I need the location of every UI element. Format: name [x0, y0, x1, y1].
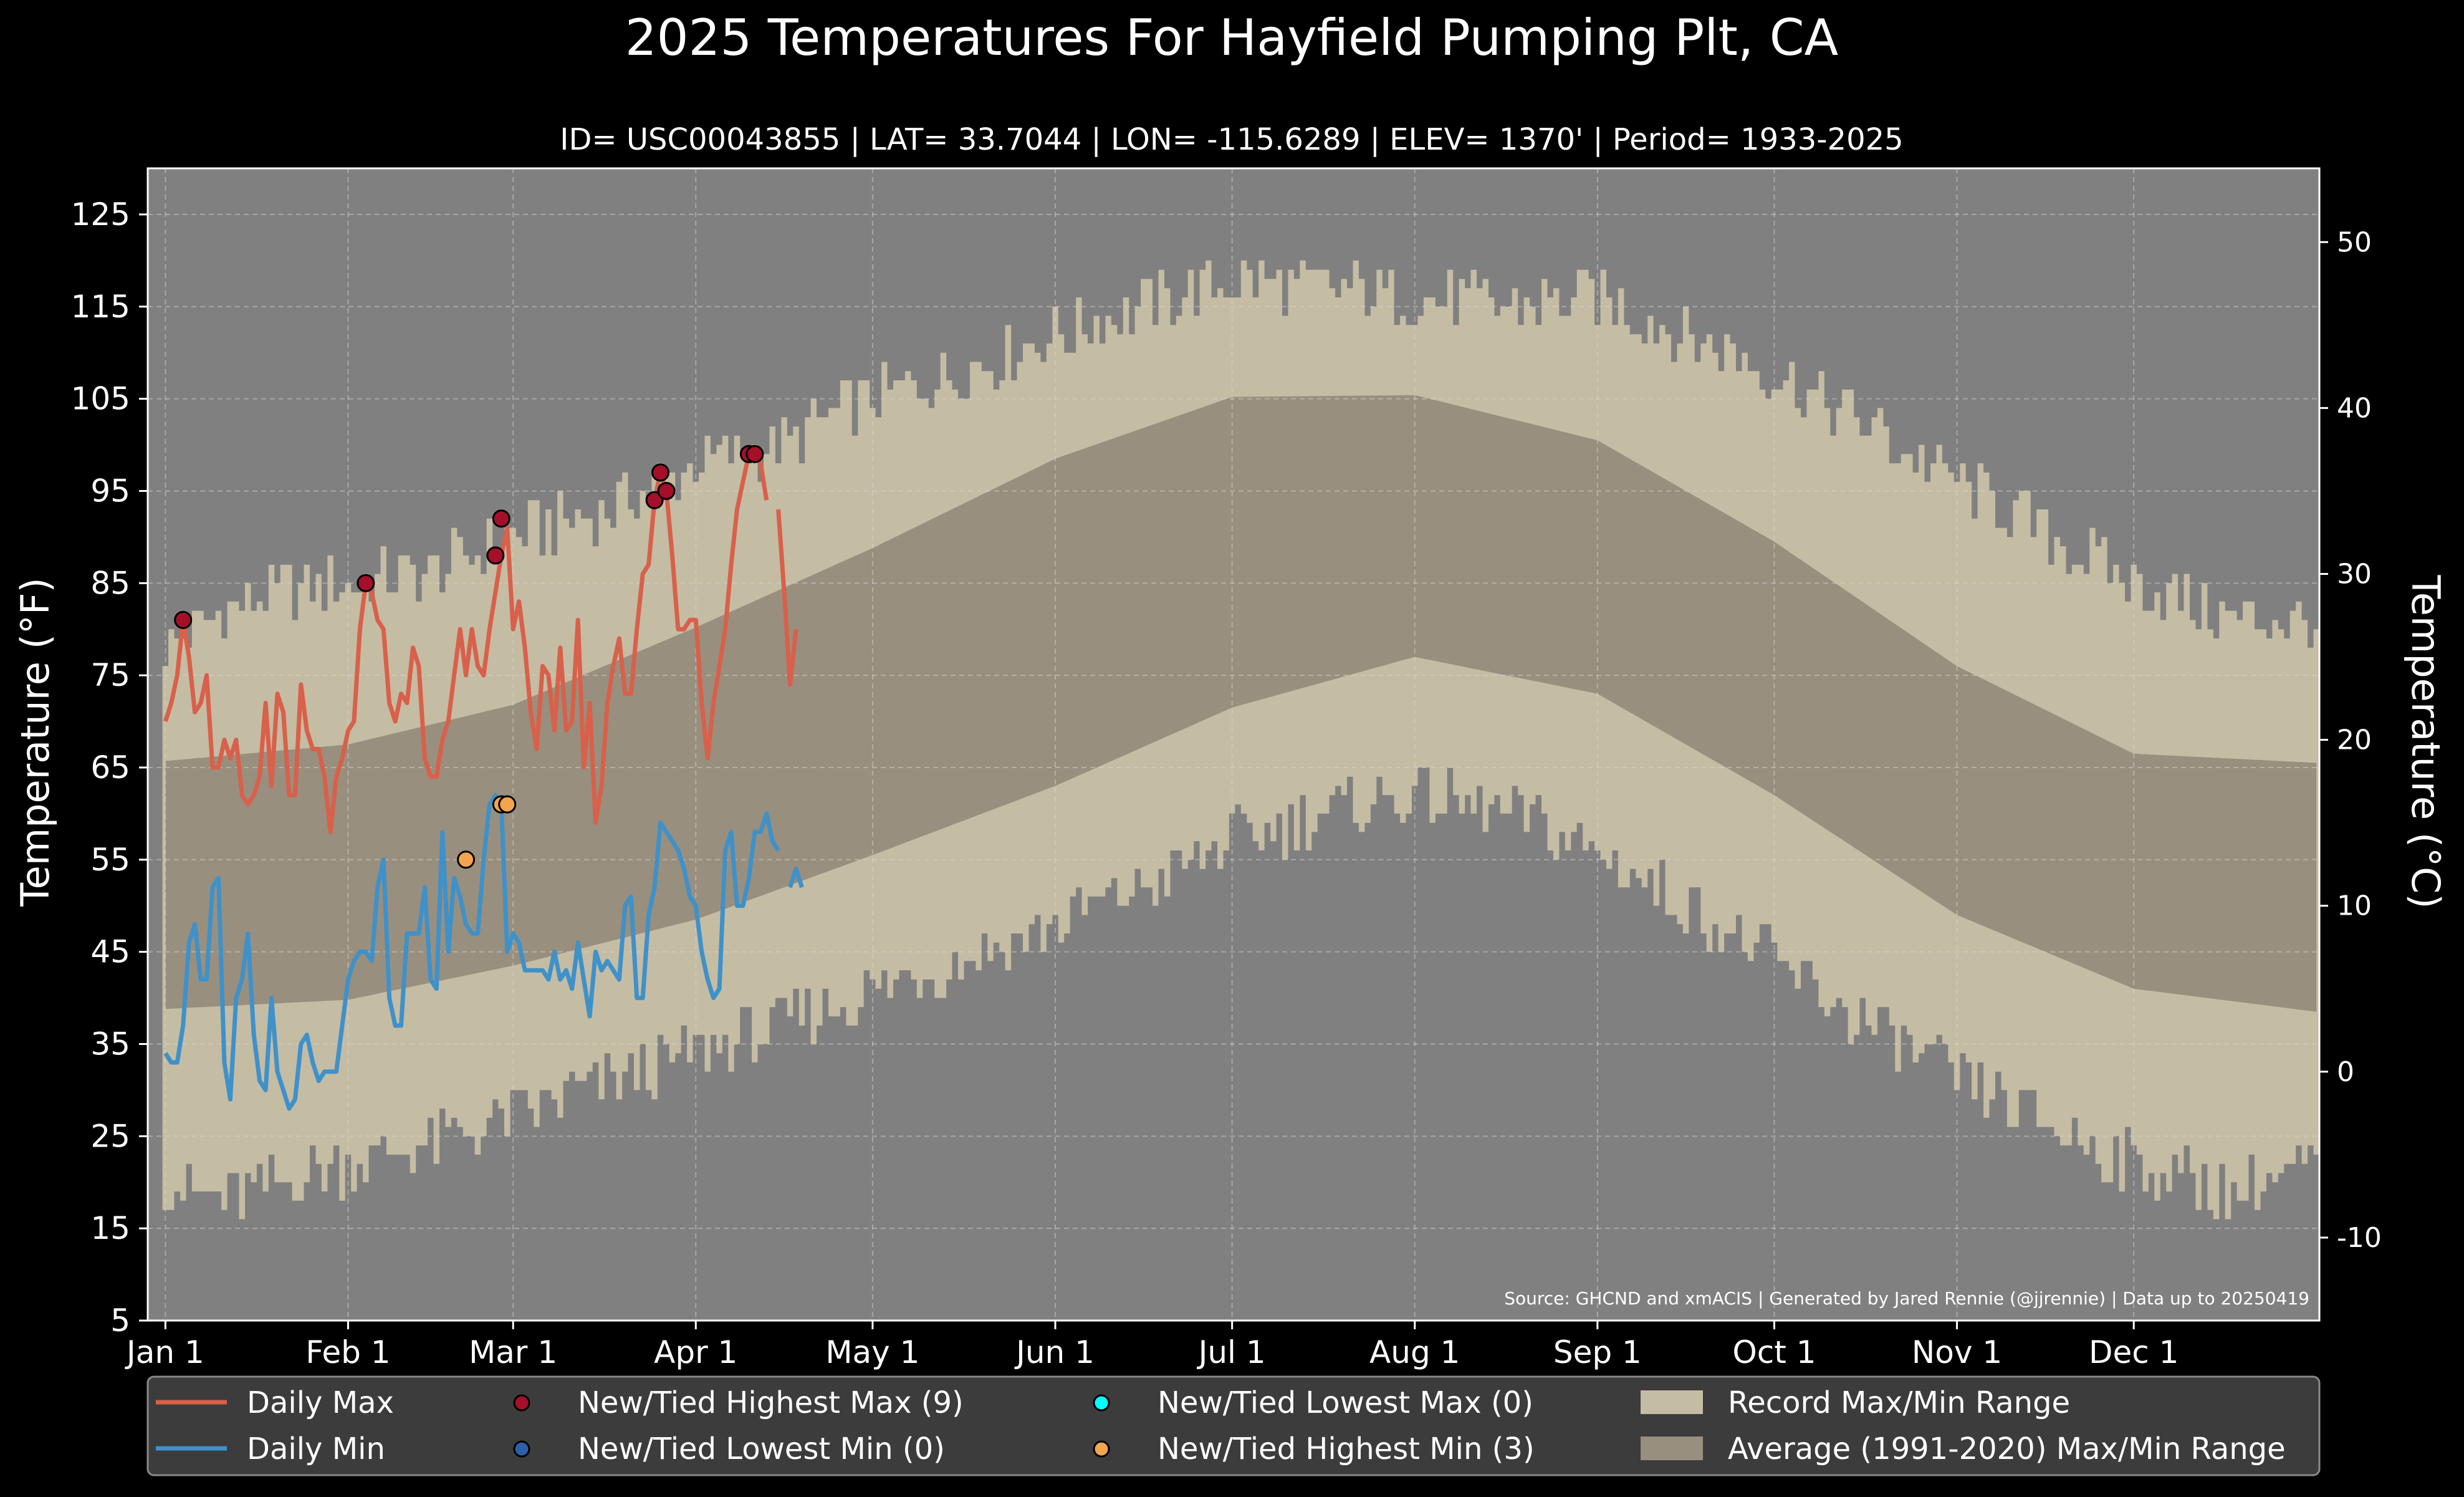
x-tick-label: Oct 1 [1732, 1334, 1816, 1370]
highest-max-marker [492, 509, 511, 528]
x-tick-label: Jul 1 [1197, 1334, 1266, 1370]
x-tick-label: Feb 1 [305, 1334, 390, 1370]
source-note: Source: GHCND and xmACIS | Generated by … [1504, 1288, 2309, 1309]
y-tick-label: 25 [90, 1118, 130, 1154]
record-markers [174, 445, 764, 869]
legend-highest-min-marker [1093, 1440, 1110, 1458]
y-axis-label-left: Temperature (°F) [12, 577, 58, 907]
x-tick-label: Dec 1 [2089, 1334, 2179, 1370]
legend-normal-range-swatch [1641, 1437, 1703, 1460]
highest-max-marker [174, 610, 193, 629]
y-tick-label: 85 [90, 565, 130, 601]
y-tick-label: 45 [90, 934, 130, 970]
chart-subtitle: ID= USC00043855 | LAT= 33.7044 | LON= -1… [560, 122, 1903, 157]
y-axis-left-ticks: 5 15 25 35 45 55 65 75 85 95 105 115 125 [71, 196, 148, 1339]
daily-min-series [163, 792, 804, 1111]
x-tick-label: Apr 1 [654, 1334, 737, 1370]
x-tick-label: Jun 1 [1014, 1334, 1095, 1370]
highest-max-marker [357, 574, 375, 592]
y-tick-label: 95 [90, 473, 130, 509]
highest-max-marker [486, 546, 505, 565]
legend-highest-max-marker [513, 1394, 530, 1412]
highest-min-marker [457, 850, 476, 869]
plot-area: 5 15 25 35 45 55 65 75 85 95 105 115 125 -10 0 10 20 30 40… [71, 167, 2382, 1370]
y-tick-label: 65 [90, 749, 130, 786]
y-tick-label: 105 [71, 381, 130, 417]
legend: Daily Max Daily Min New/Tied Highest Max… [146, 1375, 2321, 1476]
plot-frame [146, 167, 2321, 1322]
chart-title: 2025 Temperatures For Hayfield Pumping P… [625, 9, 1839, 67]
grid-lines [148, 168, 2319, 1321]
x-tick-label: Mar 1 [469, 1334, 557, 1370]
legend-record-range-label: Record Max/Min Range [1728, 1385, 2070, 1420]
y-tick-label: 125 [71, 196, 130, 233]
x-tick-label: May 1 [825, 1334, 919, 1370]
y-tick-label: 55 [90, 842, 130, 878]
record-range-area [162, 260, 2319, 1220]
y-tick-label-right: -10 [2337, 1222, 2382, 1254]
highest-max-marker [651, 463, 670, 482]
y-axis-right-ticks: -10 0 10 20 30 40 50 [2319, 226, 2382, 1254]
legend-daily-max-label: Daily Max [247, 1385, 394, 1420]
highest-max-marker [645, 491, 664, 509]
y-tick-label-right: 10 [2337, 890, 2372, 922]
legend-lowest-min-marker [513, 1440, 530, 1458]
legend-lowest-max-label: New/Tied Lowest Max (0) [1158, 1385, 1533, 1420]
y-tick-label-right: 50 [2337, 226, 2372, 258]
x-tick-label: Nov 1 [1912, 1334, 2002, 1370]
y-tick-label-right: 0 [2337, 1056, 2354, 1088]
legend-lowest-max-marker [1093, 1394, 1110, 1412]
legend-box [146, 1375, 2321, 1476]
highest-min-marker [498, 795, 517, 814]
x-tick-label: Jan 1 [125, 1334, 204, 1370]
y-tick-label: 5 [110, 1302, 130, 1339]
record-range-band [162, 260, 2319, 1220]
y-tick-label-right: 30 [2337, 558, 2372, 590]
x-axis-ticks: Jan 1 Feb 1 Mar 1 Apr 1 May 1 Jun 1 Jul 1 Aug 1… [125, 1321, 2179, 1370]
normal-range-band [165, 395, 2317, 1012]
y-tick-label: 15 [90, 1210, 130, 1246]
daily-min-line [163, 792, 804, 1111]
legend-normal-range-label: Average (1991-2020) Max/Min Range [1728, 1432, 2286, 1466]
y-tick-label-right: 20 [2337, 724, 2372, 756]
legend-highest-min-label: New/Tied Highest Min (3) [1158, 1432, 1535, 1466]
legend-record-range-swatch [1641, 1390, 1703, 1414]
y-tick-label-right: 40 [2337, 392, 2372, 424]
legend-highest-max-label: New/Tied Highest Max (9) [578, 1385, 964, 1420]
x-tick-label: Sep 1 [1553, 1334, 1642, 1370]
x-tick-label: Aug 1 [1369, 1334, 1460, 1370]
y-tick-label: 75 [90, 657, 130, 693]
normal-range-area [165, 395, 2317, 1012]
y-tick-label: 35 [90, 1026, 130, 1062]
highest-max-marker [745, 445, 764, 463]
legend-lowest-min-label: New/Tied Lowest Min (0) [578, 1432, 945, 1466]
highest-max-marker [657, 481, 676, 500]
legend-daily-min-label: Daily Min [247, 1432, 385, 1466]
y-axis-label-right: Temperature (°C) [2403, 574, 2448, 908]
y-tick-label: 115 [71, 289, 130, 325]
